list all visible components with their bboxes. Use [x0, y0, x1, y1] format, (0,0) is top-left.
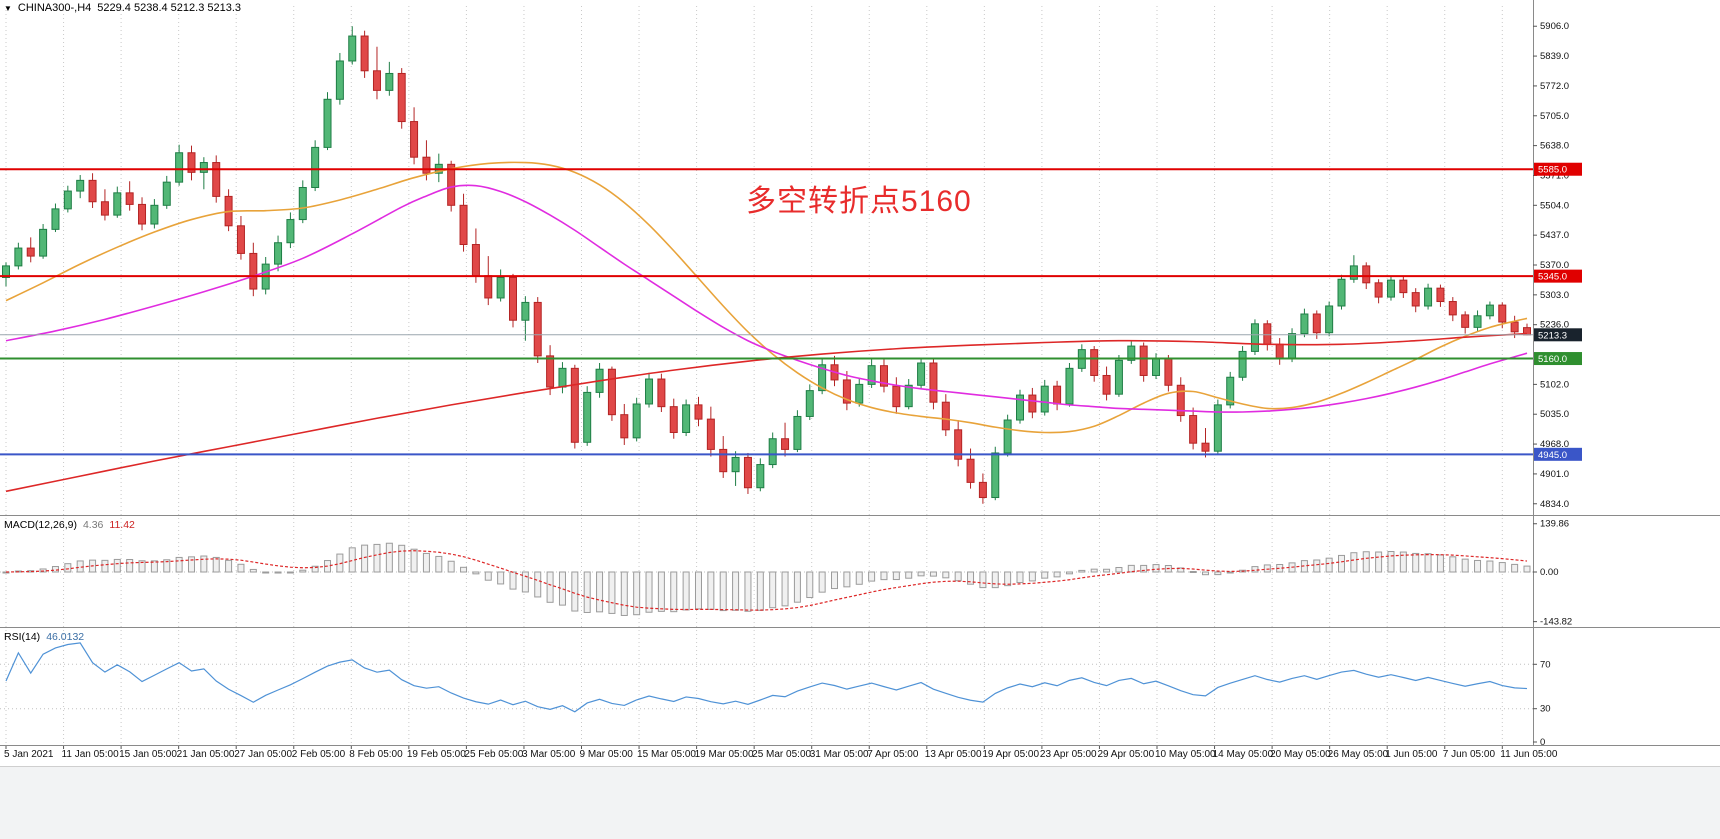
bottom-strip [0, 766, 1720, 839]
price-tick-label: 5906.0 [1540, 21, 1569, 32]
symbol-title: ▼ CHINA300-,H4 5229.4 5238.4 5212.3 5213… [4, 2, 241, 14]
date-label: 8 Feb 05:00 [349, 749, 403, 760]
annotation-text: 多空转折点5160 [746, 185, 972, 218]
rsi-indicator-label: RSI(14) 46.0132 [4, 631, 84, 643]
ma-fast-orange [5, 161, 1528, 434]
price-tick-label: 5370.0 [1540, 260, 1569, 271]
macd-signal-line [5, 550, 1528, 611]
candles-layer [2, 26, 1531, 504]
price-level-badge [1534, 328, 1582, 342]
price-tick-label: 4901.0 [1540, 469, 1569, 480]
date-label: 1 Jun 05:00 [1385, 749, 1438, 760]
date-label: 13 Apr 05:00 [925, 749, 982, 760]
price-level-badge [1534, 447, 1582, 461]
price-axis: 5906.0 5839.0 5772.0 5705.0 5638.0 5571.0 5504… [1533, 21, 1582, 510]
date-label: 15 Mar 05:00 [637, 749, 696, 760]
price-tick-label: 5571.0 [1540, 170, 1569, 181]
macd-tick-label: 139.86 [1540, 519, 1569, 530]
macd-tick-label: -143.82 [1540, 617, 1572, 628]
date-label: 27 Jan 05:00 [234, 749, 292, 760]
grid-layer [5, 6, 1503, 745]
macd-main-value: 4.36 [82, 519, 104, 531]
date-label: 3 Mar 05:00 [522, 749, 576, 760]
price-level-badge [1534, 269, 1582, 283]
date-label: 21 Jan 05:00 [177, 749, 235, 760]
main-pane [0, 26, 1533, 504]
price-tick-label: 5839.0 [1540, 51, 1569, 62]
date-label: 26 May 05:00 [1328, 749, 1389, 760]
price-tick-label: 5437.0 [1540, 230, 1569, 241]
date-label: 19 Apr 05:00 [982, 749, 1039, 760]
date-label: 31 Mar 05:00 [810, 749, 869, 760]
symbol-period-label: CHINA300-,H4 [17, 2, 92, 14]
date-label: 10 May 05:00 [1155, 749, 1216, 760]
svg-text:5585.0: 5585.0 [1538, 165, 1567, 176]
svg-text:5160.0: 5160.0 [1538, 354, 1567, 365]
macd-tick-label: 0.00 [1540, 567, 1559, 578]
price-level-badge [1534, 352, 1582, 366]
price-tick-label: 5303.0 [1540, 290, 1569, 301]
rsi-tick-label: 30 [1540, 704, 1551, 715]
date-label: 11 Jan 05:00 [62, 749, 120, 760]
ma-slow-red [5, 332, 1528, 493]
rsi-pane: 70 30 0 [0, 642, 1551, 748]
price-tick-label: 5772.0 [1540, 81, 1569, 92]
date-label: 5 Jan 2021 [4, 749, 54, 760]
rsi-line [5, 642, 1528, 713]
date-label: 29 Apr 05:00 [1097, 749, 1154, 760]
rsi-value: 46.0132 [46, 631, 85, 643]
macd-name: MACD(12,26,9) [4, 519, 77, 531]
macd-pane: 139.86 0.00 -143.82 [0, 519, 1572, 628]
price-tick-label: 4834.0 [1540, 499, 1569, 510]
price-tick-label: 5705.0 [1540, 111, 1569, 122]
ma-mid-magenta [5, 184, 1528, 413]
date-label: 25 Mar 05:00 [752, 749, 811, 760]
chart-marker-icon: ▼ [4, 3, 12, 13]
svg-text:4945.0: 4945.0 [1538, 450, 1567, 461]
date-label: 2 Feb 05:00 [292, 749, 346, 760]
macd-indicator-label: MACD(12,26,9) 4.36 11.42 [4, 519, 135, 531]
date-label: 11 Jun 05:00 [1500, 749, 1558, 760]
svg-text:5345.0: 5345.0 [1538, 272, 1567, 283]
price-tick-label: 5504.0 [1540, 200, 1569, 211]
price-tick-label: 5638.0 [1540, 141, 1569, 152]
date-label: 9 Mar 05:00 [580, 749, 634, 760]
date-label: 19 Feb 05:00 [407, 749, 466, 760]
price-tick-label: 5102.0 [1540, 379, 1569, 390]
date-label: 20 May 05:00 [1270, 749, 1331, 760]
date-label: 23 Apr 05:00 [1040, 749, 1097, 760]
price-tick-label: 5236.0 [1540, 320, 1569, 331]
date-label: 25 Feb 05:00 [464, 749, 523, 760]
price-level-badge [1534, 162, 1582, 176]
date-label: 19 Mar 05:00 [695, 749, 754, 760]
date-label: 7 Jun 05:00 [1443, 749, 1496, 760]
rsi-tick-label: 70 [1540, 659, 1551, 670]
date-axis: 5 Jan 2021 11 Jan 05:00 15 Jan 05:00 21 Jan… [4, 745, 1558, 760]
macd-signal-value: 11.42 [109, 519, 135, 531]
date-label: 7 Apr 05:00 [867, 749, 919, 760]
svg-text:5213.3: 5213.3 [1538, 330, 1567, 341]
date-label: 14 May 05:00 [1213, 749, 1274, 760]
price-tick-label: 4968.0 [1540, 439, 1569, 450]
ohlc-values-label: 5229.4 5238.4 5212.3 5213.3 [97, 2, 242, 14]
price-tick-label: 5035.0 [1540, 409, 1569, 420]
rsi-tick-label: 0 [1540, 737, 1545, 748]
date-label: 15 Jan 05:00 [119, 749, 177, 760]
rsi-name: RSI(14) [4, 631, 41, 643]
